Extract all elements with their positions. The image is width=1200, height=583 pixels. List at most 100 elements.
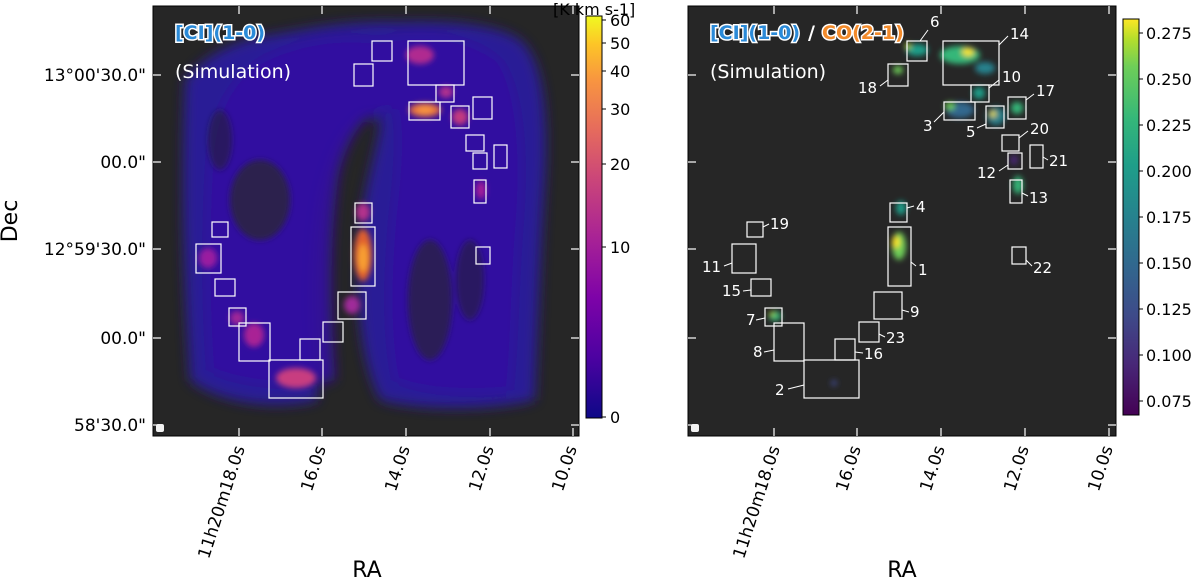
left-colorbar-label: [K km s-1] <box>553 0 635 19</box>
left-colorbar-tick-label: 10 <box>610 238 630 257</box>
region-box-20 <box>1001 134 1020 152</box>
region-label-10: 10 <box>1002 68 1021 86</box>
region-box-14 <box>942 40 1000 86</box>
left-plot-frame <box>152 5 580 437</box>
region-label-22: 22 <box>1033 259 1052 277</box>
region-label-15: 15 <box>722 282 741 300</box>
left-colorbar-ticks <box>602 19 606 418</box>
left-region-box <box>473 179 487 204</box>
region-box-6 <box>906 40 928 62</box>
left-region-box <box>435 84 455 103</box>
region-box-21 <box>1029 144 1044 169</box>
x-tick-label: 14.0s <box>381 443 414 494</box>
right-ratio-map <box>769 43 1023 386</box>
region-label-9: 9 <box>910 303 920 321</box>
right-panel: 1 2 3 4 5 6 7 8 9 10 11 12 13 14 15 16 1… <box>687 5 1192 583</box>
x-tick-label: 16.0s <box>297 443 330 494</box>
right-colorbar-tick-label: 0.175 <box>1146 208 1192 227</box>
left-colorbar <box>585 15 603 419</box>
left-beam-marker <box>156 424 164 432</box>
right-colorbar-tick-label: 0.150 <box>1146 254 1192 273</box>
right-colorbar-tick-label: 0.075 <box>1146 392 1192 411</box>
region-box-1 <box>887 226 912 287</box>
x-tick-label: 10.0s <box>1084 443 1117 494</box>
left-annotation-line2: (Simulation) <box>175 61 291 83</box>
region-leader-lines <box>723 29 1049 390</box>
left-region-box <box>465 134 485 152</box>
region-labels: 1 2 3 4 5 6 7 8 9 10 11 12 13 14 15 16 1… <box>702 13 1068 399</box>
region-label-14: 14 <box>1010 25 1029 43</box>
left-annotation-line1: [CI](1-0) <box>175 22 265 44</box>
left-region-box <box>214 278 236 297</box>
left-colorbar-tick-label: 30 <box>610 100 630 119</box>
x-tick-label: 16.0s <box>832 443 865 494</box>
region-label-11: 11 <box>702 258 721 276</box>
right-x-axis-title: RA <box>887 558 916 583</box>
right-annotation-co: CO(2-1) <box>822 22 904 44</box>
right-plot-background <box>688 6 1116 436</box>
region-label-6: 6 <box>930 13 940 31</box>
right-tick-marks <box>688 6 1116 436</box>
right-colorbar-tick-label: 0.100 <box>1146 346 1192 365</box>
region-box-8 <box>773 322 805 362</box>
left-region-box <box>268 359 324 399</box>
region-box-11 <box>731 243 757 274</box>
region-box-9 <box>873 291 903 320</box>
left-region-box <box>450 105 470 129</box>
right-colorbar-tick-label: 0.225 <box>1146 116 1192 135</box>
left-region-boxes <box>195 40 508 399</box>
right-colorbar-ticks <box>1139 32 1143 402</box>
region-label-8: 8 <box>753 343 763 361</box>
x-tick-label: 14.0s <box>916 443 949 494</box>
left-region-box <box>472 96 493 120</box>
right-colorbar-tick-label: 0.275 <box>1146 24 1192 43</box>
region-label-23: 23 <box>886 329 905 347</box>
region-box-23 <box>858 321 880 343</box>
region-box-12 <box>1007 152 1023 170</box>
right-annotation-ci: [CI](1-0) <box>710 22 800 44</box>
right-colorbar-tick-label: 0.250 <box>1146 70 1192 89</box>
left-emission-holes <box>208 110 484 360</box>
region-box-13 <box>1009 179 1023 204</box>
x-tick-label: 11h20m18.0s <box>729 443 784 561</box>
left-x-axis-title: RA <box>352 558 381 583</box>
region-label-2: 2 <box>775 381 785 399</box>
left-panel: [CI](1-0) (Simulation) 13°00'30.0" 00.0"… <box>0 0 635 583</box>
left-region-box <box>354 202 373 224</box>
right-colorbar <box>1122 18 1140 416</box>
y-tick-label: 00.0" <box>100 329 146 349</box>
region-label-21: 21 <box>1049 152 1068 170</box>
y-tick-label: 12°59'30.0" <box>44 240 146 260</box>
y-tick-label: 00.0" <box>100 153 146 173</box>
right-beam-marker <box>691 424 699 432</box>
region-label-18: 18 <box>858 79 877 97</box>
left-colorbar-tick-label: 60 <box>610 11 630 30</box>
right-annotation-line2: (Simulation) <box>710 61 826 83</box>
region-box-22 <box>1011 246 1027 265</box>
region-label-20: 20 <box>1030 120 1049 138</box>
right-colorbar-tick-label: 0.200 <box>1146 162 1192 181</box>
region-box-19 <box>746 221 764 238</box>
region-label-4: 4 <box>916 198 926 216</box>
left-region-box <box>353 63 374 87</box>
left-region-box <box>472 152 488 170</box>
left-colorbar-tick-label: 0 <box>610 408 620 427</box>
y-tick-label: 13°00'30.0" <box>44 66 146 86</box>
right-annotation-separator: / <box>808 22 815 44</box>
region-box-3 <box>943 101 976 121</box>
left-region-box <box>195 243 222 274</box>
left-region-box <box>408 101 441 121</box>
left-region-box <box>493 144 508 169</box>
region-box-15 <box>750 278 772 297</box>
x-tick-label: 10.0s <box>548 443 581 494</box>
region-label-1: 1 <box>918 261 928 279</box>
left-region-box <box>371 40 393 62</box>
left-emission-map <box>182 21 546 409</box>
region-box-2 <box>803 359 860 399</box>
region-box-17 <box>1007 96 1027 120</box>
region-box-18 <box>887 63 909 87</box>
left-region-box <box>322 321 344 343</box>
region-label-17: 17 <box>1036 82 1055 100</box>
y-axis-title: Dec <box>0 200 23 243</box>
